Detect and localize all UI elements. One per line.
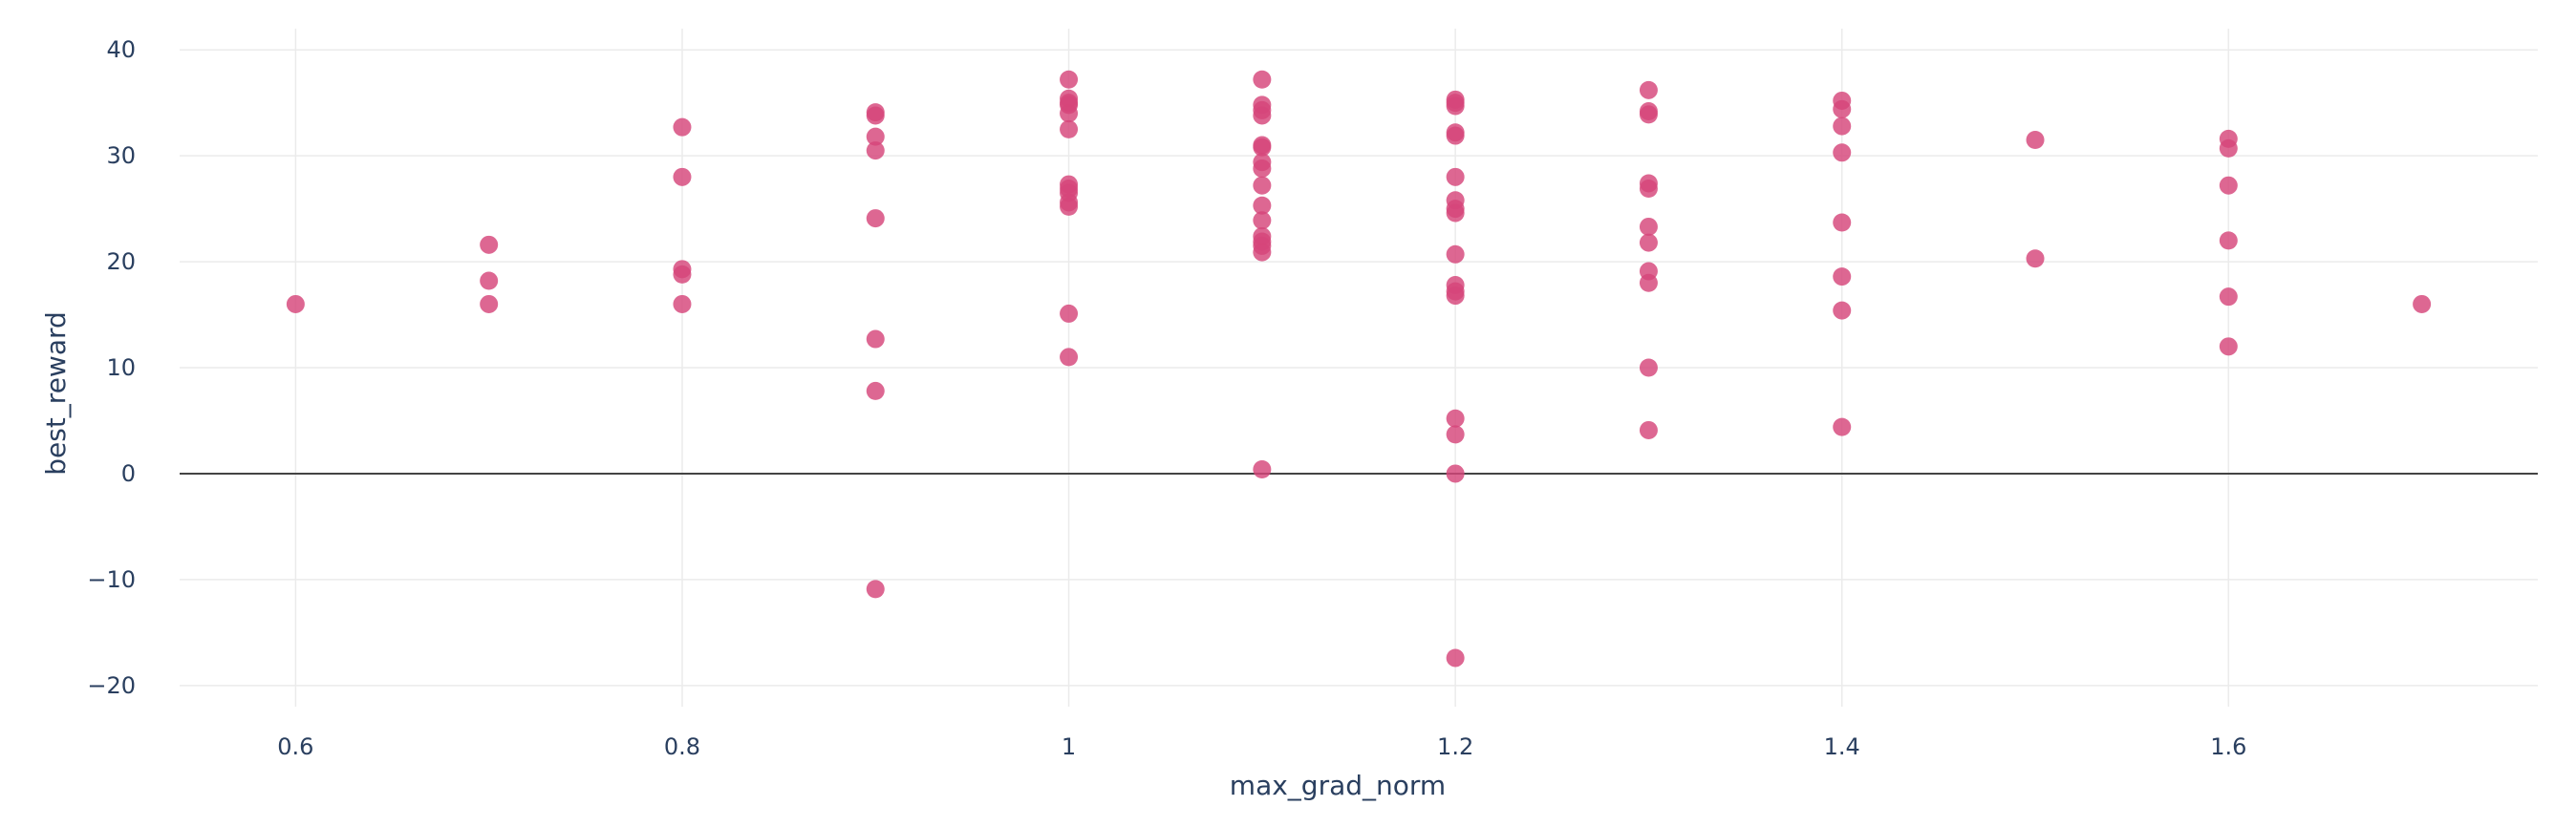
scatter-point — [1446, 167, 1465, 186]
scatter-point — [673, 167, 692, 186]
scatter-point — [1446, 425, 1465, 444]
x-tick-label: 1.4 — [1824, 733, 1860, 760]
scatter-point — [2219, 231, 2238, 250]
scatter-point — [1446, 648, 1465, 668]
scatter-point — [1639, 180, 1658, 199]
scatter-point — [1253, 159, 1272, 178]
grid-layer — [180, 29, 2538, 707]
y-tick-label: −10 — [87, 566, 136, 593]
x-tick-label: 1 — [1062, 733, 1076, 760]
scatter-point — [1639, 273, 1658, 292]
scatter-point — [1446, 286, 1465, 306]
scatter-point — [1639, 217, 1658, 236]
scatter-point — [1060, 304, 1079, 323]
scatter-point — [1639, 420, 1658, 439]
scatter-point — [1833, 301, 1852, 320]
scatter-point — [2026, 130, 2045, 149]
scatter-point — [1639, 105, 1658, 124]
scatter-point — [1639, 233, 1658, 252]
scatter-point — [1060, 104, 1079, 123]
scatter-point — [866, 329, 885, 349]
x-tick-label: 0.6 — [277, 733, 313, 760]
scatter-point — [1639, 358, 1658, 377]
scatter-point — [1446, 126, 1465, 145]
scatter-point — [866, 141, 885, 160]
scatter-point — [866, 381, 885, 400]
scatter-point — [1253, 243, 1272, 262]
y-tick-label: 40 — [106, 36, 136, 63]
scatter-point — [673, 294, 692, 313]
scatter-point — [1253, 196, 1272, 215]
scatter-point — [2026, 249, 2045, 268]
scatter-point — [1446, 464, 1465, 483]
scatter-point — [1446, 409, 1465, 428]
y-tick-labels: −20 −10 0 10 20 30 40 — [87, 36, 136, 699]
scatter-point — [1446, 96, 1465, 116]
y-tick-label: 10 — [106, 354, 136, 381]
scatter-point — [866, 106, 885, 125]
scatter-point — [1253, 460, 1272, 478]
scatter-point — [1833, 213, 1852, 232]
scatter-point — [1833, 117, 1852, 136]
x-axis-title: max_grad_norm — [1230, 770, 1446, 801]
scatter-point — [286, 294, 305, 313]
scatter-point — [866, 127, 885, 146]
x-tick-label: 1.2 — [1437, 733, 1473, 760]
scatter-point — [1446, 203, 1465, 223]
scatter-point — [1833, 267, 1852, 286]
scatter-point — [1060, 70, 1079, 89]
scatter-point — [1446, 244, 1465, 264]
y-tick-label: 20 — [106, 248, 136, 275]
scatter-point — [2219, 176, 2238, 195]
x-tick-labels: 0.6 0.8 1 1.2 1.4 1.6 — [277, 733, 2246, 760]
scatter-point — [673, 265, 692, 284]
data-points — [286, 70, 2432, 668]
scatter-point — [1833, 417, 1852, 436]
scatter-point — [2413, 294, 2432, 313]
scatter-point — [1060, 119, 1079, 138]
scatter-point — [1833, 143, 1852, 162]
scatter-point — [1060, 348, 1079, 367]
scatter-point — [480, 294, 499, 313]
scatter-point — [673, 117, 692, 137]
y-tick-label: 30 — [106, 142, 136, 169]
scatter-point — [1060, 197, 1079, 216]
y-axis-title: best_reward — [40, 311, 72, 476]
scatter-point — [1253, 106, 1272, 125]
scatter-point — [1253, 138, 1272, 157]
y-tick-label: 0 — [121, 460, 136, 487]
scatter-point — [480, 271, 499, 290]
y-tick-label: −20 — [87, 672, 136, 699]
scatter-point — [2219, 287, 2238, 307]
scatter-point — [866, 209, 885, 228]
scatter-point — [1639, 80, 1658, 99]
scatter-point — [480, 235, 499, 254]
x-tick-label: 1.6 — [2210, 733, 2246, 760]
scatter-point — [2219, 337, 2238, 356]
scatter-point — [866, 580, 885, 599]
scatter-point — [1253, 211, 1272, 230]
x-tick-label: 0.8 — [664, 733, 700, 760]
scatter-point — [1833, 99, 1852, 118]
scatter-point — [1253, 70, 1272, 89]
scatter-point — [1253, 176, 1272, 195]
scatter-point — [2219, 138, 2238, 158]
